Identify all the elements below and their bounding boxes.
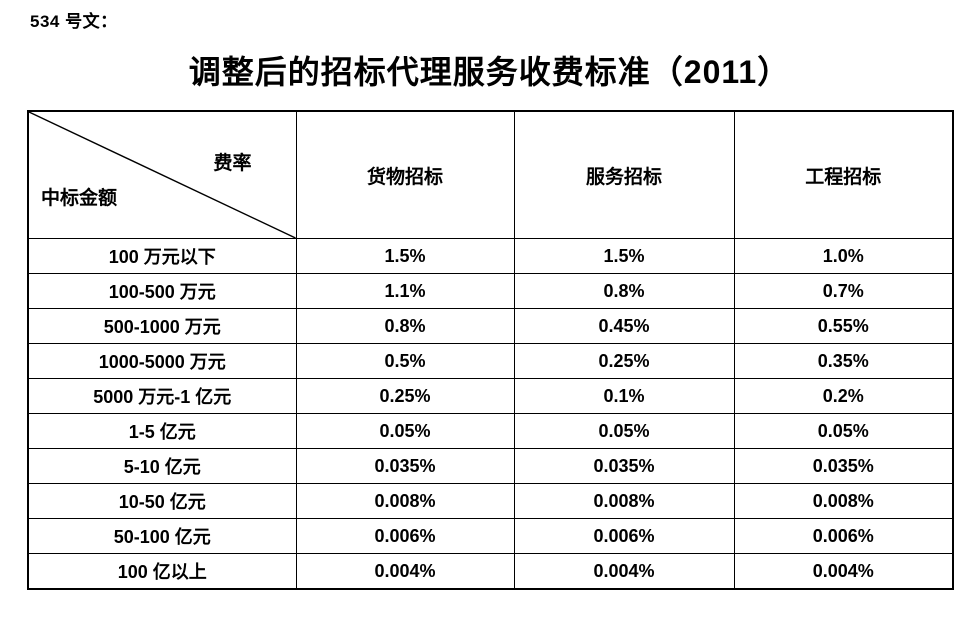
doc-number-label: 534 号文： bbox=[30, 12, 118, 31]
corner-header-cell: 费率 中标金额 bbox=[27, 110, 297, 239]
table-row: 10-50 亿元 0.008% 0.008% 0.008% bbox=[27, 483, 954, 519]
fee-value-cell: 0.008% bbox=[295, 483, 515, 519]
row-label-cell: 5-10 亿元 bbox=[27, 448, 297, 484]
table-row: 50-100 亿元 0.006% 0.006% 0.006% bbox=[27, 518, 954, 554]
table-row: 100 万元以下 1.5% 1.5% 1.0% bbox=[27, 238, 954, 274]
fee-value-cell: 0.008% bbox=[733, 483, 954, 519]
fee-value-cell: 0.45% bbox=[513, 308, 735, 344]
table-row: 100 亿以上 0.004% 0.004% 0.004% bbox=[27, 553, 954, 590]
fee-value-cell: 0.006% bbox=[733, 518, 954, 554]
fee-value-cell: 0.5% bbox=[295, 343, 515, 379]
fee-value-cell: 1.5% bbox=[513, 238, 735, 274]
fee-value-cell: 0.035% bbox=[295, 448, 515, 484]
col-header-works-bidding: 工程招标 bbox=[733, 110, 954, 239]
row-label-cell: 10-50 亿元 bbox=[27, 483, 297, 519]
table-row: 100-500 万元 1.1% 0.8% 0.7% bbox=[27, 273, 954, 309]
row-label-cell: 1-5 亿元 bbox=[27, 413, 297, 449]
table-row: 5-10 亿元 0.035% 0.035% 0.035% bbox=[27, 448, 954, 484]
fee-value-cell: 0.2% bbox=[733, 378, 954, 414]
fee-value-cell: 0.004% bbox=[295, 553, 515, 590]
fee-value-cell: 0.006% bbox=[295, 518, 515, 554]
fee-value-cell: 1.0% bbox=[733, 238, 954, 274]
fee-value-cell: 0.035% bbox=[513, 448, 735, 484]
fee-value-cell: 0.7% bbox=[733, 273, 954, 309]
row-label-cell: 100-500 万元 bbox=[27, 273, 297, 309]
fee-value-cell: 0.25% bbox=[295, 378, 515, 414]
table-row: 1000-5000 万元 0.5% 0.25% 0.35% bbox=[27, 343, 954, 379]
fee-value-cell: 0.05% bbox=[513, 413, 735, 449]
fee-value-cell: 0.008% bbox=[513, 483, 735, 519]
corner-label-fee-rate: 费率 bbox=[213, 153, 252, 174]
fee-value-cell: 0.35% bbox=[733, 343, 954, 379]
fee-value-cell: 0.004% bbox=[733, 553, 954, 590]
fee-value-cell: 0.006% bbox=[513, 518, 735, 554]
col-header-goods-bidding: 货物招标 bbox=[295, 110, 515, 239]
page-title: 调整后的招标代理服务收费标准（2011） bbox=[188, 54, 791, 90]
fee-value-cell: 0.8% bbox=[295, 308, 515, 344]
fee-value-cell: 0.25% bbox=[513, 343, 735, 379]
fee-value-cell: 0.035% bbox=[733, 448, 954, 484]
fee-value-cell: 1.5% bbox=[295, 238, 515, 274]
fee-value-cell: 0.55% bbox=[733, 308, 954, 344]
row-label-cell: 50-100 亿元 bbox=[27, 518, 297, 554]
fee-value-cell: 0.1% bbox=[513, 378, 735, 414]
fee-value-cell: 0.004% bbox=[513, 553, 735, 590]
table-row: 1-5 亿元 0.05% 0.05% 0.05% bbox=[27, 413, 954, 449]
fee-value-cell: 0.8% bbox=[513, 273, 735, 309]
row-label-cell: 100 亿以上 bbox=[27, 553, 297, 590]
corner-label-amount: 中标金额 bbox=[41, 188, 118, 209]
fee-value-cell: 0.05% bbox=[733, 413, 954, 449]
table-row: 5000 万元-1 亿元 0.25% 0.1% 0.2% bbox=[27, 378, 954, 414]
fee-value-cell: 1.1% bbox=[295, 273, 515, 309]
row-label-cell: 100 万元以下 bbox=[27, 238, 297, 274]
row-label-cell: 5000 万元-1 亿元 bbox=[27, 378, 297, 414]
row-label-cell: 1000-5000 万元 bbox=[27, 343, 297, 379]
diagonal-divider bbox=[29, 112, 296, 238]
header-row: 费率 中标金额 货物招标 服务招标 工程招标 bbox=[27, 110, 954, 239]
row-label-cell: 500-1000 万元 bbox=[27, 308, 297, 344]
col-header-service-bidding: 服务招标 bbox=[513, 110, 735, 239]
fee-value-cell: 0.05% bbox=[295, 413, 515, 449]
fee-rate-table: 费率 中标金额 货物招标 服务招标 工程招标 100 万元以下 1.5% 1.5… bbox=[27, 110, 954, 590]
table-row: 500-1000 万元 0.8% 0.45% 0.55% bbox=[27, 308, 954, 344]
